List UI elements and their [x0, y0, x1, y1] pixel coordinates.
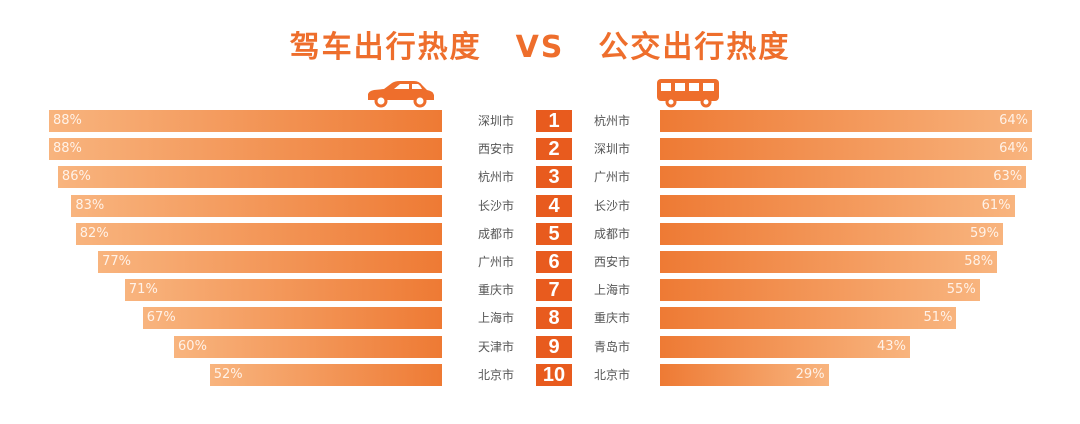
drive-city-label: 北京市 — [477, 367, 514, 382]
title-right: 公交出行热度 — [598, 30, 791, 65]
chart-title: 驾车出行热度 VS 公交出行热度 — [0, 22, 1080, 66]
bus-city-label: 成都市 — [594, 226, 631, 241]
drive-city-label: 上海市 — [477, 311, 514, 326]
drive-city-label: 西安市 — [477, 142, 514, 157]
drive-bar: 67% — [142, 307, 442, 330]
drive-bar: 52% — [209, 363, 442, 386]
bus-bar: 43% — [660, 335, 910, 358]
drive-city-label: 杭州市 — [477, 170, 514, 185]
bus-city-label: 广州市 — [594, 170, 631, 185]
drive-bar: 82% — [75, 222, 442, 245]
bus-bar: 58% — [660, 251, 998, 273]
bus-bar: 64% — [660, 138, 1032, 161]
bus-bar: 61% — [660, 194, 1015, 217]
bus-city-label: 青岛市 — [594, 339, 631, 354]
rank-badge: 3 — [536, 166, 572, 189]
car-icon — [368, 81, 434, 108]
drive-city-label: 长沙市 — [477, 198, 514, 213]
bus-city-label: 北京市 — [594, 367, 631, 382]
bus-bar: 55% — [660, 279, 980, 302]
bus-city-label: 上海市 — [594, 283, 631, 298]
drive-city-label: 天津市 — [477, 339, 514, 354]
bus-bar: 51% — [660, 307, 957, 330]
drive-bar: 83% — [71, 194, 442, 217]
rank-badge: 7 — [536, 279, 572, 302]
bus-bar: 63% — [660, 166, 1027, 189]
drive-bar: 86% — [57, 166, 442, 189]
bus-city-label: 深圳市 — [594, 142, 631, 157]
bus-bar: 59% — [660, 222, 1003, 245]
bus-bar: 64% — [660, 110, 1032, 132]
drive-city-label: 广州市 — [477, 255, 514, 269]
title-left: 驾车出行热度 — [289, 30, 482, 65]
drive-city-label: 深圳市 — [477, 114, 514, 128]
rank-badge: 6 — [536, 251, 572, 273]
bus-bar: 29% — [660, 363, 829, 386]
drive-bar: 88% — [49, 138, 442, 161]
rank-badge: 10 — [536, 363, 572, 386]
rank-badge: 5 — [536, 222, 572, 245]
drive-bar: 88% — [49, 110, 442, 132]
bus-city-label: 杭州市 — [594, 114, 631, 128]
rank-badge: 8 — [536, 307, 572, 330]
bus-city-label: 重庆市 — [594, 311, 631, 326]
bus-city-label: 西安市 — [594, 255, 631, 269]
title-vs: VS — [515, 30, 565, 65]
rank-badge: 9 — [536, 335, 572, 358]
drive-bar: 71% — [124, 279, 442, 302]
rank-badge: 4 — [536, 194, 572, 217]
drive-bar: 77% — [98, 251, 442, 273]
drive-city-label: 成都市 — [477, 226, 514, 241]
drive-bar: 60% — [174, 335, 442, 358]
rank-badge: 1 — [536, 110, 572, 132]
drive-city-label: 重庆市 — [477, 283, 514, 298]
rank-badge: 2 — [536, 138, 572, 161]
bus-city-label: 长沙市 — [594, 198, 631, 213]
bus-icon — [657, 79, 719, 108]
